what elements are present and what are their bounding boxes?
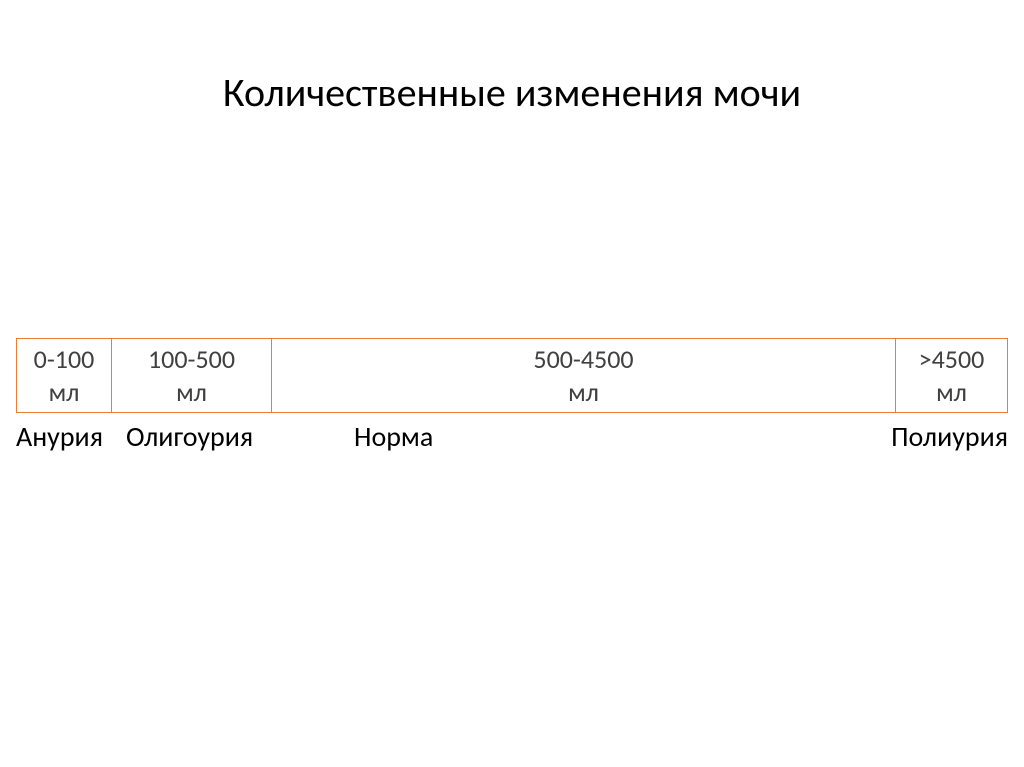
range-unit: мл	[17, 376, 111, 409]
range-value: 0-100	[17, 343, 111, 376]
range-unit: мл	[112, 376, 271, 409]
labels-row: Анурия Олигоурия Норма Полиурия	[16, 419, 1008, 454]
range-value: 500-4500	[272, 343, 895, 376]
range-cell-anuria: 0-100 мл	[16, 338, 112, 413]
label-anuria: Анурия	[16, 419, 126, 454]
label-polyuria: Полиурия	[848, 419, 1008, 454]
range-cell-norm: 500-4500 мл	[272, 338, 896, 413]
label-oliguria: Олигоурия	[126, 419, 326, 454]
range-cell-oliguria: 100-500 мл	[112, 338, 272, 413]
range-cell-polyuria: >4500 мл	[896, 338, 1008, 413]
range-table-container: 0-100 мл 100-500 мл 500-4500 мл >4500 мл…	[16, 338, 1008, 454]
page-title: Количественные изменения мочи	[0, 0, 1024, 117]
range-table: 0-100 мл 100-500 мл 500-4500 мл >4500 мл	[16, 338, 1008, 413]
range-value: 100-500	[112, 343, 271, 376]
range-value: >4500	[896, 343, 1007, 376]
label-norm: Норма	[326, 419, 848, 454]
range-unit: мл	[896, 376, 1007, 409]
range-unit: мл	[272, 376, 895, 409]
